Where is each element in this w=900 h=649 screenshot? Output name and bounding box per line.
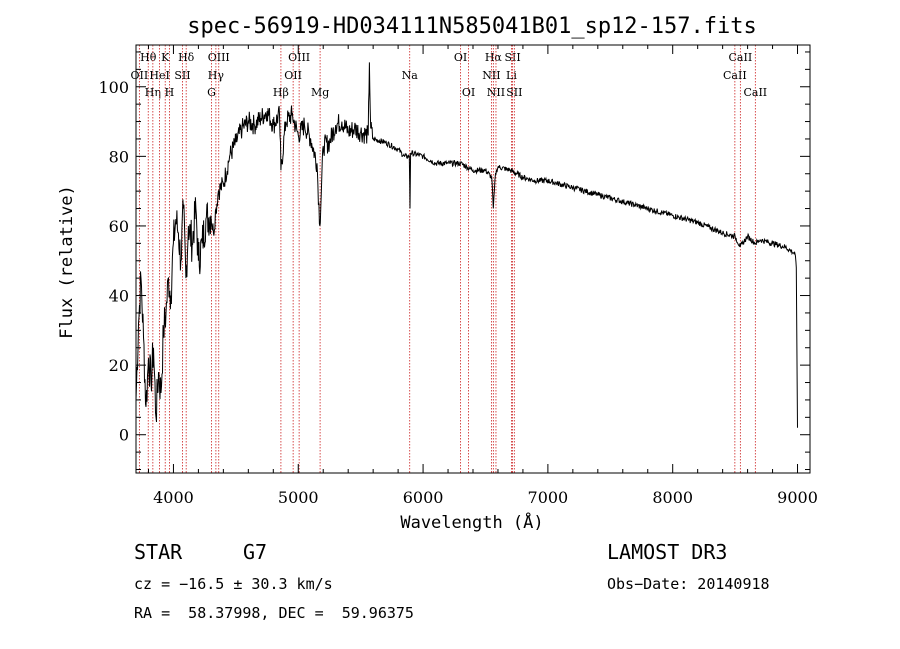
redshift-info: cz = −16.5 ± 30.3 km/s — [134, 575, 333, 593]
x-tick-label: 5000 — [278, 488, 319, 507]
spectral-line-label: Hα — [485, 51, 503, 64]
spectral-line-label: Hβ — [273, 86, 289, 99]
spectral-line-label: OII — [284, 69, 302, 82]
object-class: STAR — [134, 540, 183, 564]
y-tick-label: 100 — [98, 78, 129, 97]
spectral-line-label: OIII — [208, 51, 230, 64]
x-tick-label: 6000 — [403, 488, 444, 507]
x-tick-label: 4000 — [153, 488, 194, 507]
spectral-line-label: G — [207, 86, 216, 99]
y-tick-label: 80 — [109, 147, 129, 166]
spectral-line-label: Hδ — [178, 51, 195, 64]
spectral-line-label: CaII — [743, 86, 767, 99]
spectral-line-label: Hη — [145, 86, 161, 99]
spectral-line-label: SII — [174, 69, 190, 82]
axes: 4000 5000 6000 7000 8000 9000 0 20 40 60 80 100 — [98, 44, 818, 507]
y-tick-label: 0 — [119, 426, 129, 445]
y-axis-label: Flux (relative) — [57, 185, 77, 339]
spectrum-series — [135, 62, 798, 428]
spectral-line-label: H — [165, 86, 175, 99]
x-axis-label: Wavelength (Å) — [400, 511, 543, 533]
y-tick-label: 20 — [109, 356, 129, 375]
spectral-line-label: Hγ — [208, 69, 225, 82]
spectral-line-label: Mg — [311, 86, 329, 99]
spectral-line-label: HeI — [149, 69, 169, 82]
y-tick-label: 60 — [109, 217, 129, 236]
spectral-line-label: K — [161, 51, 170, 64]
coordinates-info: RA = 58.37998, DEC = 59.96375 — [134, 604, 414, 622]
spectral-line-label: OI — [462, 86, 475, 99]
spectrum-line — [135, 62, 798, 428]
spectral-line-label: Na — [402, 69, 419, 82]
spectral-line-label: CaII — [729, 51, 753, 64]
spectral-lines: Hθ OII Hη HeI K H SII Hδ OIII Hγ G Hβ OIII OII Mg Na OI O… — [131, 45, 767, 473]
spectral-line-label: SII — [506, 86, 522, 99]
x-tick-label: 8000 — [652, 488, 693, 507]
spectral-line-label: Li — [506, 69, 517, 82]
y-tick-label: 40 — [109, 287, 129, 306]
x-tick-label: 9000 — [777, 488, 818, 507]
spectral-line-label: OI — [454, 51, 467, 64]
chart-title: spec-56919-HD034111N585041B01_sp12-157.f… — [187, 14, 757, 39]
spectral-line-label: CaII — [723, 69, 747, 82]
observation-date: Obs−Date: 20140918 — [607, 575, 770, 593]
spectral-line-label: SII — [504, 51, 520, 64]
survey-name: LAMOST DR3 — [607, 540, 728, 564]
plot-frame — [135, 44, 811, 474]
spectral-line-label: OII — [131, 69, 149, 82]
spectral-line-label: NII — [487, 86, 505, 99]
x-tick-label: 7000 — [528, 488, 569, 507]
spectral-line-label: OIII — [288, 51, 310, 64]
spectral-line-label: Hθ — [140, 51, 157, 64]
spectral-line-label: NII — [482, 69, 500, 82]
object-subclass: G7 — [243, 540, 268, 564]
